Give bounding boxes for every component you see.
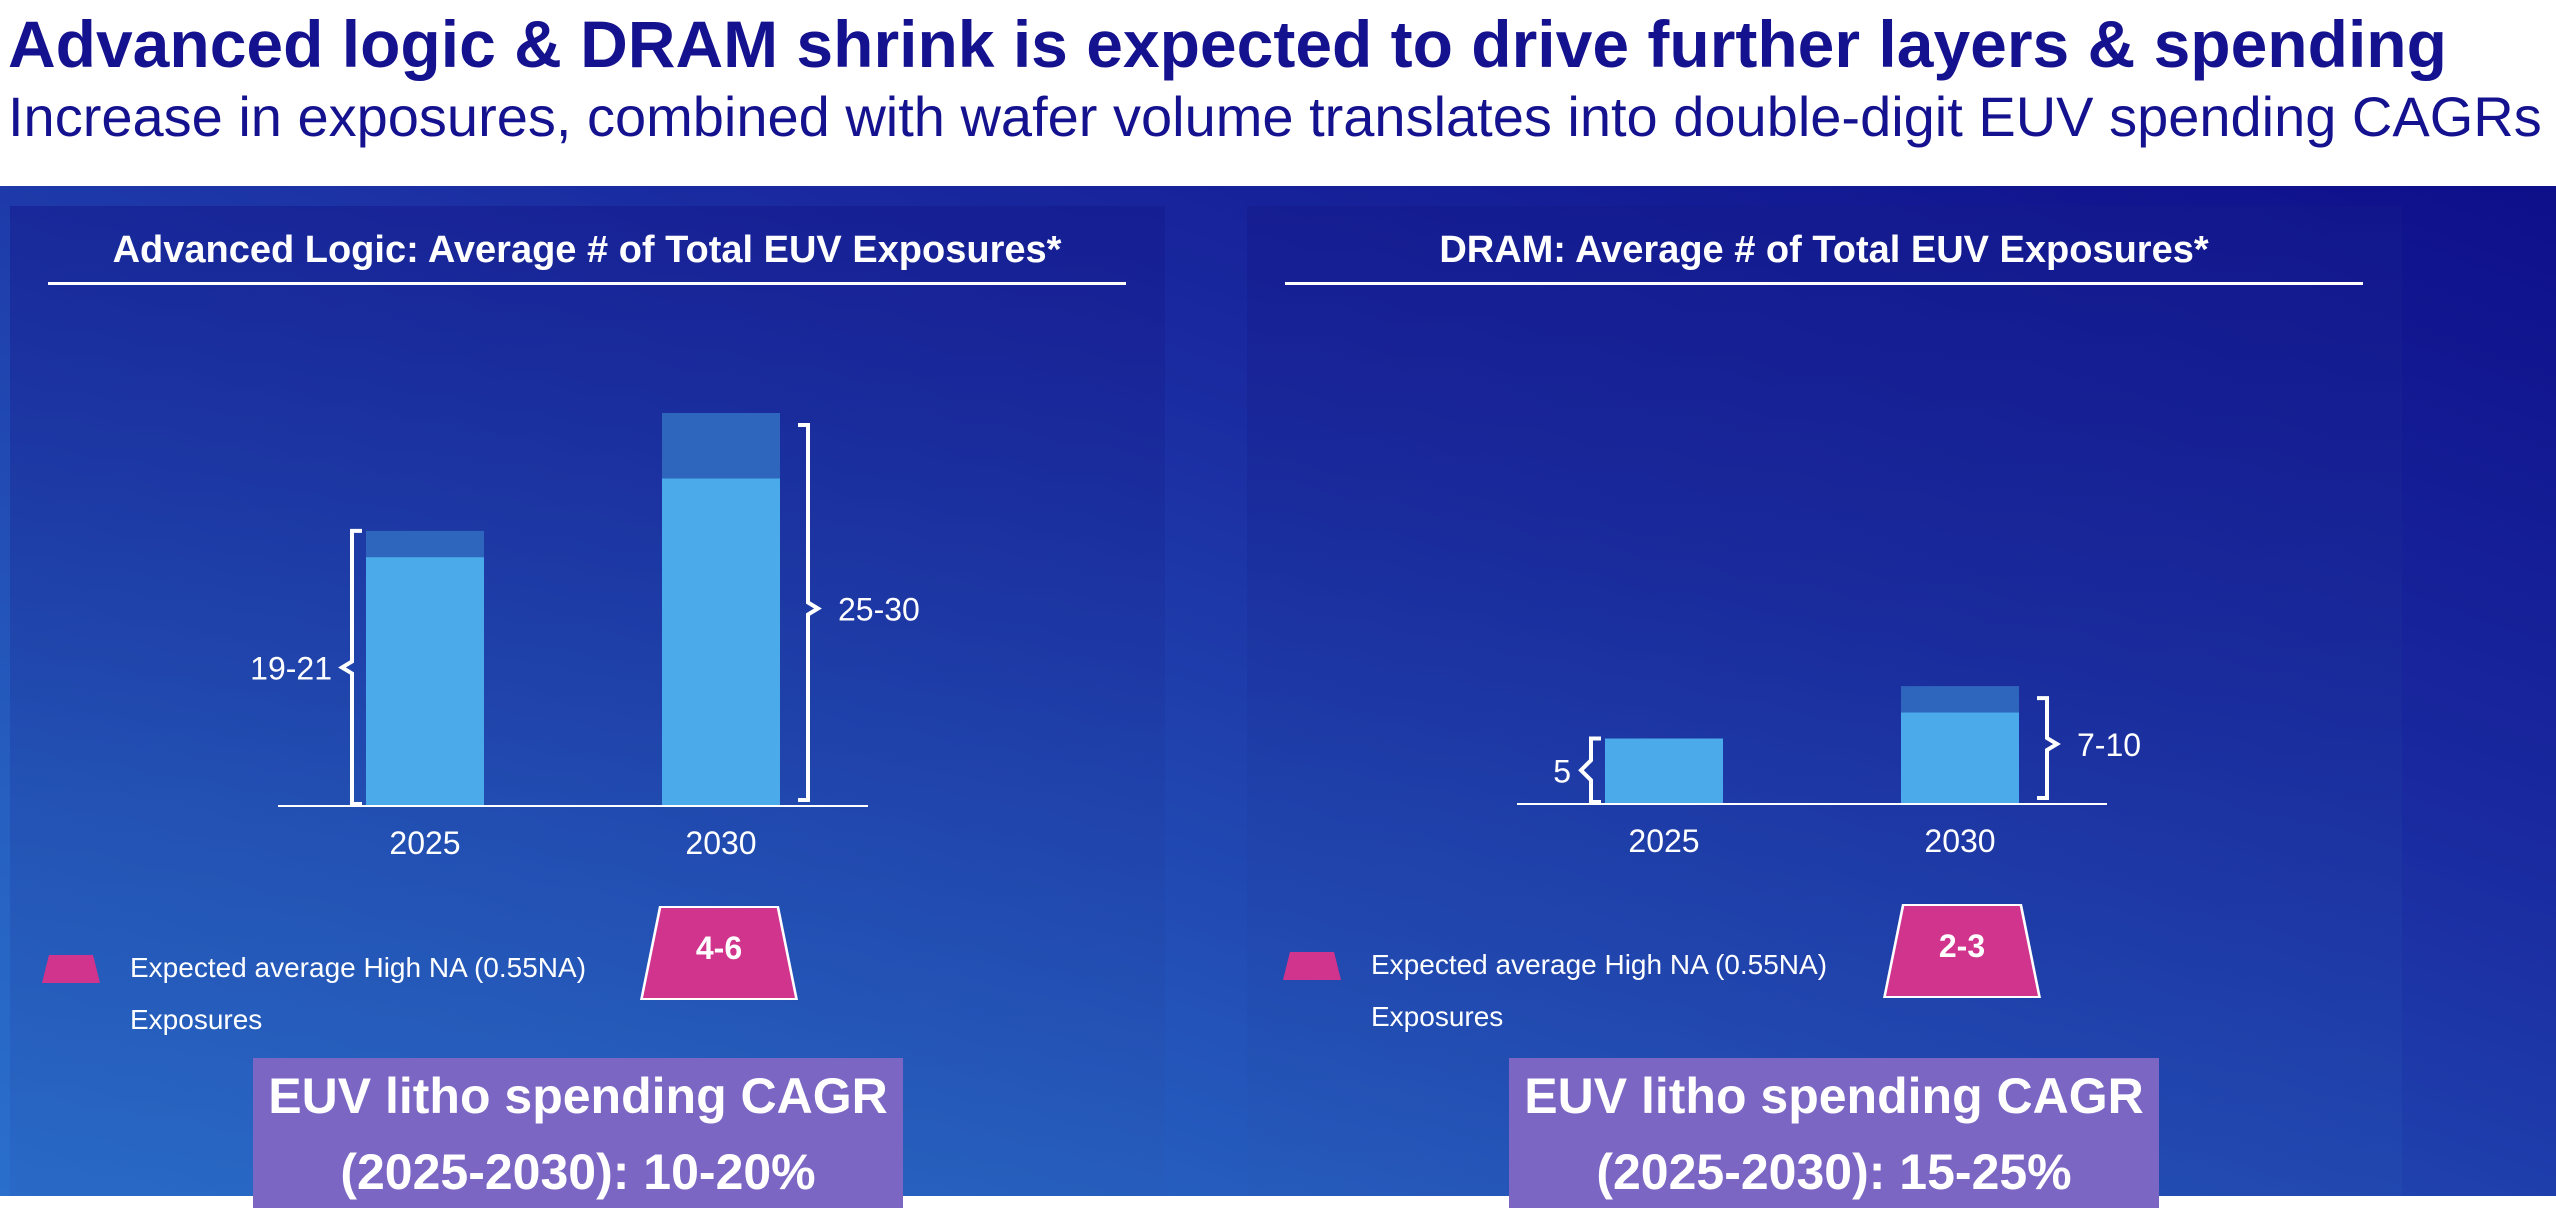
bar-2030 — [662, 478, 780, 806]
slide-header: Advanced logic & DRAM shrink is expected… — [0, 0, 2556, 186]
range-bracket-2030 — [798, 423, 822, 802]
logic-chart: 2025 19-21 2030 25-30 — [250, 413, 920, 861]
dram-cagr-box: EUV litho spending CAGR (2025-2030): 15-… — [1509, 1058, 2159, 1208]
cagr-line1: EUV litho spending CAGR — [1524, 1068, 2144, 1124]
slide-title: Advanced logic & DRAM shrink is expected… — [8, 7, 2447, 81]
legend-label-line1: Expected average High NA (0.55NA) — [1371, 949, 1828, 980]
cagr-line2: (2025-2030): 10-20% — [340, 1144, 816, 1200]
bar-segment-top-2025 — [366, 530, 484, 558]
legend-high-na-swatch — [1283, 952, 1341, 980]
legend-label-line2: Exposures — [130, 1004, 263, 1035]
logic-panel: Advanced Logic: Average # of Total EUV E… — [10, 206, 1165, 1208]
range-label-2025: 19-21 — [250, 650, 332, 686]
cagr-line2: (2025-2030): 15-25% — [1596, 1144, 2072, 1200]
cagr-line1: EUV litho spending CAGR — [268, 1068, 888, 1124]
legend-high-na-swatch — [42, 955, 100, 983]
high-na-value: 2-3 — [1938, 928, 1986, 964]
x-tick-label-2030: 2030 — [1924, 823, 1995, 859]
bar-segment-top-2030 — [662, 413, 780, 479]
logic-title-rule — [48, 282, 1126, 285]
high-na-badge — [1886, 906, 2038, 996]
range-bracket-2030 — [2037, 696, 2061, 800]
high-na-value: 4-6 — [695, 930, 743, 966]
high-na-badge — [643, 908, 795, 998]
dram-panel: DRAM: Average # of Total EUV Exposures* … — [1247, 206, 2402, 1208]
x-tick-label-2025: 2025 — [389, 825, 460, 861]
dram-chart-title: DRAM: Average # of Total EUV Exposures* — [1439, 229, 2209, 271]
x-tick-label-2030: 2030 — [685, 825, 756, 861]
logic-cagr-box: EUV litho spending CAGR (2025-2030): 10-… — [253, 1058, 903, 1208]
slide-subtitle: Increase in exposures, combined with waf… — [8, 85, 2542, 148]
bar-2025 — [1605, 738, 1723, 804]
range-bracket-2025 — [338, 528, 362, 806]
range-bracket-2025 — [1578, 736, 1601, 804]
legend-label-line2: Exposures — [1371, 1001, 1504, 1032]
range-label-2025: 5 — [1553, 753, 1571, 789]
bar-2025 — [366, 557, 484, 806]
range-label-2030: 7-10 — [2077, 727, 2141, 763]
x-tick-label-2025: 2025 — [1628, 823, 1699, 859]
dram-title-rule — [1285, 282, 2363, 285]
range-label-2030: 25-30 — [838, 592, 920, 628]
bar-segment-top-2030 — [1901, 686, 2019, 713]
legend-label-line1: Expected average High NA (0.55NA) — [130, 952, 587, 983]
logic-chart-title: Advanced Logic: Average # of Total EUV E… — [112, 229, 1062, 271]
dram-chart: 2025 5 2030 7-10 — [1517, 686, 2141, 859]
bar-2030 — [1901, 712, 2019, 804]
